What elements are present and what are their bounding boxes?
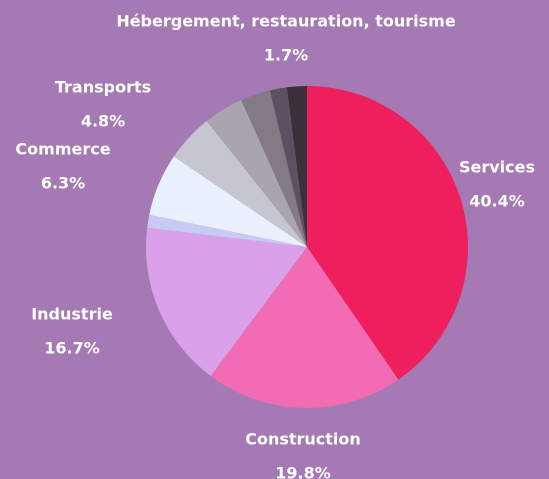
slice-label: Commerce [15,140,110,159]
slice-label: Transports [55,78,151,97]
slice-label: Hébergement, restauration, tourisme [116,12,456,31]
pie-slice [307,86,468,380]
slice-label: Construction [245,430,361,449]
pie-slice [147,214,307,247]
value-label: 1.7% [264,46,308,65]
pie-slice [149,156,307,247]
value-label: 40.4% [469,192,525,211]
pie-slice [269,87,307,247]
value-label: 4.8% [81,112,125,131]
slice-label: Industrie [31,305,113,324]
value-label: 6.3% [41,174,85,193]
pie-slice [241,90,307,247]
pie-slice [210,247,399,408]
pie-slice [173,121,307,247]
pie-slice [146,227,307,377]
pie-slice [206,100,307,247]
slice-label: Services [459,158,535,177]
pie-slice [286,86,307,247]
value-label: 19.8% [275,464,331,479]
value-label: 16.7% [44,339,100,358]
